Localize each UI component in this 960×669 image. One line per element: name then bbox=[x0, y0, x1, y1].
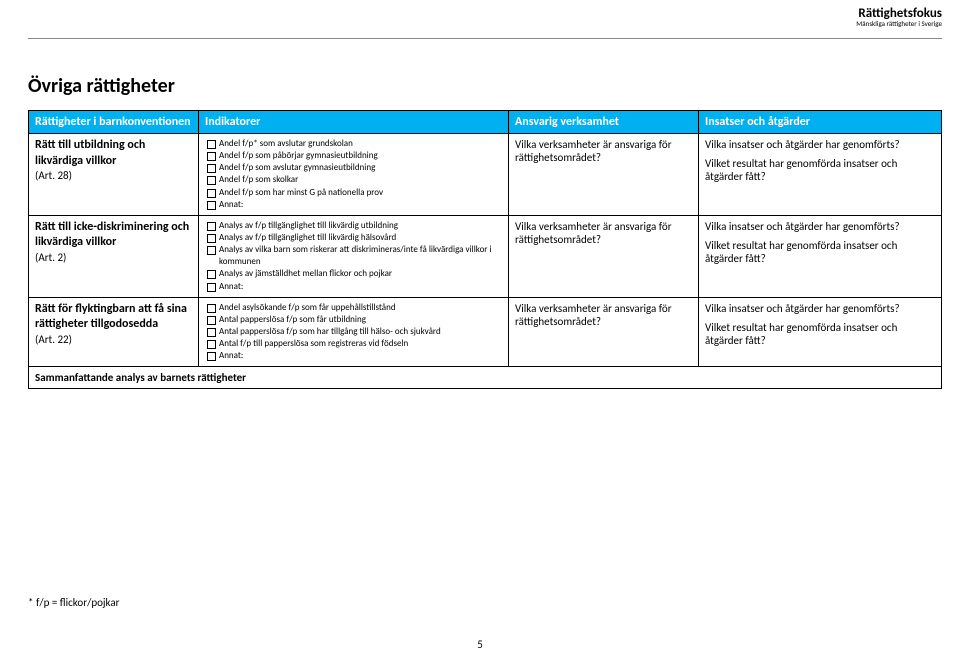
indicator-item: Andel f/p som avslutar gymnasieutbildnin… bbox=[205, 162, 502, 174]
rights-cell: Rätt till icke-diskriminering och likvär… bbox=[29, 215, 199, 297]
responsible-cell: Vilka verksamheter är ansvariga för rätt… bbox=[509, 215, 699, 297]
col-header-measures: Insatser och åtgärder bbox=[699, 111, 942, 134]
indicator-item: Andel asylsökande f/p som får uppehållst… bbox=[205, 302, 502, 314]
indicator-item: Antal papperslösa f/p som har tillgång t… bbox=[205, 326, 502, 338]
right-article: (Art. 22) bbox=[35, 333, 192, 346]
measures-question: Vilka insatser och åtgärder har genomför… bbox=[705, 220, 935, 233]
page-title: Övriga rättigheter bbox=[28, 74, 942, 98]
indicator-list: Andel f/p* som avslutar grundskolanAndel… bbox=[205, 138, 502, 211]
indicator-item: Analys av jämställdhet mellan flickor oc… bbox=[205, 268, 502, 280]
measures-cell: Vilka insatser och åtgärder har genomför… bbox=[699, 297, 942, 367]
brand-tagline: Mänskliga rättigheter i Sverige bbox=[856, 19, 942, 28]
indicator-item: Analys av f/p tillgänglighet till likvär… bbox=[205, 232, 502, 244]
measures-cell: Vilka insatser och åtgärder har genomför… bbox=[699, 215, 942, 297]
responsible-cell: Vilka verksamheter är ansvariga för rätt… bbox=[509, 297, 699, 367]
measures-question: Vilket resultat har genomförda insatser … bbox=[705, 157, 935, 183]
indicator-item: Analys av f/p tillgänglighet till likvär… bbox=[205, 220, 502, 232]
col-header-responsible: Ansvarig verksamhet bbox=[509, 111, 699, 134]
indicator-list: Analys av f/p tillgänglighet till likvär… bbox=[205, 220, 502, 293]
right-title: Rätt för flyktingbarn att få sina rättig… bbox=[35, 302, 192, 333]
col-header-indicators: Indikatorer bbox=[199, 111, 509, 134]
header-rule bbox=[28, 38, 942, 39]
footnote: * f/p = flickor/pojkar bbox=[28, 596, 119, 609]
table-row: Rätt till icke-diskriminering och likvär… bbox=[29, 215, 942, 297]
page-content: Övriga rättigheter Rättigheter i barnkon… bbox=[28, 74, 942, 389]
page-number: 5 bbox=[0, 638, 960, 651]
indicators-cell: Analys av f/p tillgänglighet till likvär… bbox=[199, 215, 509, 297]
right-article: (Art. 2) bbox=[35, 251, 192, 264]
indicators-cell: Andel asylsökande f/p som får uppehållst… bbox=[199, 297, 509, 367]
table-header-row: Rättigheter i barnkonventionen Indikator… bbox=[29, 111, 942, 134]
responsible-question: Vilka verksamheter är ansvariga för rätt… bbox=[515, 138, 692, 164]
indicator-item: Annat: bbox=[205, 281, 502, 293]
indicator-item: Analys av vilka barn som riskerar att di… bbox=[205, 244, 502, 268]
rights-cell: Rätt till utbildning och likvärdiga vill… bbox=[29, 134, 199, 216]
indicator-item: Annat: bbox=[205, 350, 502, 362]
indicator-item: Andel f/p som påbörjar gymnasieutbildnin… bbox=[205, 150, 502, 162]
indicator-item: Andel f/p som har minst G på nationella … bbox=[205, 187, 502, 199]
measures-question: Vilka insatser och åtgärder har genomför… bbox=[705, 138, 935, 151]
brand-header: Rättighetsfokus Mänskliga rättigheter i … bbox=[856, 6, 942, 28]
rights-cell: Rätt för flyktingbarn att få sina rättig… bbox=[29, 297, 199, 367]
table-row: Rätt till utbildning och likvärdiga vill… bbox=[29, 134, 942, 216]
indicator-item: Annat: bbox=[205, 199, 502, 211]
rights-table: Rättigheter i barnkonventionen Indikator… bbox=[28, 110, 942, 389]
summary-row: Sammanfattande analys av barnets rättigh… bbox=[29, 367, 942, 389]
measures-cell: Vilka insatser och åtgärder har genomför… bbox=[699, 134, 942, 216]
indicator-item: Andel f/p* som avslutar grundskolan bbox=[205, 138, 502, 150]
summary-cell: Sammanfattande analys av barnets rättigh… bbox=[29, 367, 942, 389]
indicator-item: Andel f/p som skolkar bbox=[205, 174, 502, 186]
responsible-question: Vilka verksamheter är ansvariga för rätt… bbox=[515, 220, 692, 246]
responsible-question: Vilka verksamheter är ansvariga för rätt… bbox=[515, 302, 692, 328]
measures-question: Vilket resultat har genomförda insatser … bbox=[705, 239, 935, 265]
right-title: Rätt till utbildning och likvärdiga vill… bbox=[35, 138, 192, 169]
right-article: (Art. 28) bbox=[35, 169, 192, 182]
measures-question: Vilka insatser och åtgärder har genomför… bbox=[705, 302, 935, 315]
indicator-list: Andel asylsökande f/p som får uppehållst… bbox=[205, 302, 502, 363]
right-title: Rätt till icke-diskriminering och likvär… bbox=[35, 220, 192, 251]
responsible-cell: Vilka verksamheter är ansvariga för rätt… bbox=[509, 134, 699, 216]
measures-question: Vilket resultat har genomförda insatser … bbox=[705, 321, 935, 347]
col-header-rights: Rättigheter i barnkonventionen bbox=[29, 111, 199, 134]
table-row: Rätt för flyktingbarn att få sina rättig… bbox=[29, 297, 942, 367]
indicators-cell: Andel f/p* som avslutar grundskolanAndel… bbox=[199, 134, 509, 216]
indicator-item: Antal f/p till papperslösa som registrer… bbox=[205, 338, 502, 350]
indicator-item: Antal papperslösa f/p som får utbildning bbox=[205, 314, 502, 326]
